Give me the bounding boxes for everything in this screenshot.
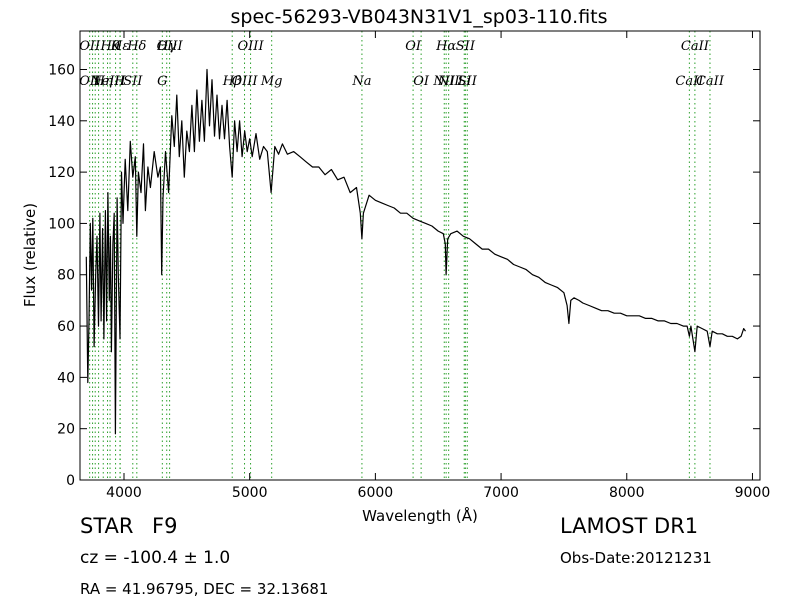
line-label-top-7: K <box>110 39 122 54</box>
line-label-bottom-22: NII <box>432 74 456 89</box>
y-axis-ticks: 0 20 40 60 80 100 120 140 160 <box>48 62 760 489</box>
line-label-bottom-25: Li <box>457 74 471 89</box>
y-axis-label: Flux (relative) <box>21 203 39 307</box>
redshift-value: cz = -100.4 ± 1.0 <box>80 548 231 568</box>
y-tick-label-2: 40 <box>57 370 75 386</box>
object-type: STAR <box>80 514 134 538</box>
y-tick-label-5: 100 <box>48 216 75 232</box>
chart-title: spec-56293-VB043N31V1_sp03-110.fits <box>230 6 607 28</box>
line-label-top-26: SII <box>456 39 476 54</box>
line-label-top-20: OI <box>405 39 422 54</box>
spectral-line-labels: OIIOIIHηNeIIIHθKHHεSIIHδGHγOIIIHβOIIIOII… <box>79 39 725 89</box>
line-label-bottom-15: Hβ <box>222 74 242 89</box>
line-label-top-13: Hγ <box>156 39 176 54</box>
y-tick-label-8: 160 <box>48 62 75 78</box>
x-tick-label-0: 4000 <box>106 485 142 501</box>
observation-date: Obs-Date:20121231 <box>560 549 712 567</box>
x-tick-label-3: 7000 <box>483 485 519 501</box>
line-label-top-9: Hε <box>110 39 129 54</box>
line-label-bottom-24: NII <box>437 74 461 89</box>
line-label-bottom-12: G <box>157 74 167 89</box>
survey-name: LAMOST DR1 <box>560 514 699 538</box>
x-tick-label-2: 6000 <box>358 485 394 501</box>
plot-frame <box>79 30 761 481</box>
spectral-line-markers <box>89 31 711 480</box>
line-label-bottom-30: CaII <box>696 74 725 89</box>
x-tick-label-5: 9000 <box>735 485 771 501</box>
line-label-top-11: Hδ <box>126 39 146 54</box>
line-label-bottom-4: Hη <box>93 74 113 89</box>
y-tick-label-7: 140 <box>48 114 75 130</box>
line-label-top-0: OII <box>79 39 101 54</box>
coordinates: RA = 41.96795, DEC = 32.13681 <box>80 580 329 598</box>
line-label-top-29: CaII <box>681 39 710 54</box>
y-tick-label-0: 0 <box>66 473 75 489</box>
y-tick-label-6: 120 <box>48 165 75 181</box>
x-tick-label-4: 8000 <box>609 485 645 501</box>
line-label-bottom-8: H <box>113 74 126 89</box>
line-label-top-17: OIII <box>238 39 265 54</box>
object-subclass: F9 <box>152 514 178 538</box>
y-tick-label-3: 60 <box>57 319 75 335</box>
line-label-bottom-0: OII <box>79 74 101 89</box>
x-axis-label: Wavelength (Å) <box>362 506 478 525</box>
line-label-bottom-21: OI <box>413 74 430 89</box>
line-label-bottom-16: OIII <box>231 74 258 89</box>
y-tick-label-4: 80 <box>57 268 75 284</box>
line-label-top-23: Hα <box>435 39 456 54</box>
line-label-bottom-19: Na <box>351 74 371 89</box>
y-tick-label-1: 20 <box>57 422 75 438</box>
line-label-bottom-27: SII <box>458 74 478 89</box>
line-label-bottom-18: Mg <box>260 74 283 89</box>
x-tick-label-1: 5000 <box>232 485 268 501</box>
spectrum-line <box>85 68 746 435</box>
line-label-top-14: OIII <box>157 39 184 54</box>
x-axis-ticks: 4000 5000 6000 7000 8000 9000 <box>106 31 770 501</box>
line-label-bottom-28: CaII <box>675 74 704 89</box>
line-label-top-6: Hθ <box>99 39 119 54</box>
line-label-bottom-5: NeIII <box>89 74 125 89</box>
line-label-bottom-10: SII <box>123 74 143 89</box>
